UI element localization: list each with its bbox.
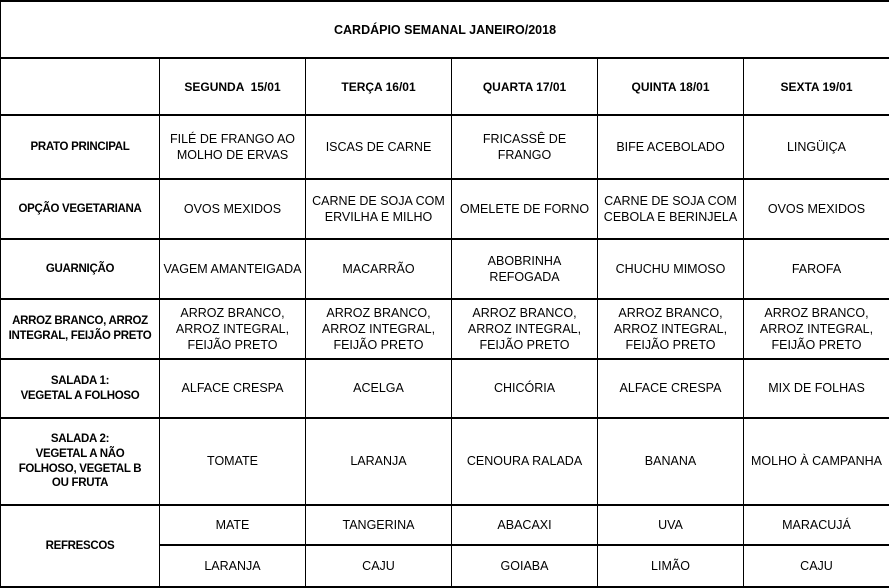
menu-cell: FILÉ DE FRANGO AO MOLHO DE ERVAS (159, 114, 306, 180)
day-header-wednesday: QUARTA 17/01 (451, 57, 598, 116)
day-header-tuesday: TERÇA 16/01 (305, 57, 452, 116)
menu-cell: LINGÜIÇA (742, 114, 889, 180)
menu-cell: ISCAS DE CARNE (305, 114, 452, 180)
menu-cell: MACARRÃO (305, 238, 452, 300)
menu-cell: MARACUJÁ (742, 504, 889, 546)
row-prato-principal: PRATO PRINCIPAL FILÉ DE FRANGO AO MOLHO … (0, 114, 889, 180)
menu-cell: CHICÓRIA (451, 358, 598, 419)
row-refrescos-bottom: LARANJA CAJU GOIABA LIMÃO CAJU (1, 544, 889, 588)
menu-cell: BANANA (597, 417, 744, 506)
row-label: REFRESCOS (0, 504, 160, 588)
menu-cell: ARROZ BRANCO, ARROZ INTEGRAL, FEIJÃO PRE… (305, 298, 452, 360)
menu-cell: ABOBRINHA REFOGADA (451, 238, 598, 300)
menu-cell: ARROZ BRANCO, ARROZ INTEGRAL, FEIJÃO PRE… (451, 298, 598, 360)
menu-cell: OVOS MEXIDOS (742, 178, 889, 240)
menu-cell: CARNE DE SOJA COM CEBOLA E BERINJELA (597, 178, 744, 240)
menu-cell: ARROZ BRANCO, ARROZ INTEGRAL, FEIJÃO PRE… (597, 298, 744, 360)
row-label: GUARNIÇÃO (0, 238, 160, 300)
menu-cell: UVA (597, 504, 744, 546)
row-label: ARROZ BRANCO, ARROZ INTEGRAL, FEIJÃO PRE… (0, 298, 160, 360)
row-arroz-feijao: ARROZ BRANCO, ARROZ INTEGRAL, FEIJÃO PRE… (0, 298, 889, 360)
menu-cell: MIX DE FOLHAS (742, 358, 889, 419)
menu-title: CARDÁPIO SEMANAL JANEIRO/2018 (0, 0, 889, 59)
menu-cell: GOIABA (451, 544, 598, 588)
menu-cell: CHUCHU MIMOSO (597, 238, 744, 300)
row-salada-2: SALADA 2: VEGETAL A NÃO FOLHOSO, VEGETAL… (0, 417, 889, 506)
menu-cell: ALFACE CRESPA (159, 358, 306, 419)
menu-cell: ALFACE CRESPA (597, 358, 744, 419)
day-header-thursday: QUINTA 18/01 (597, 57, 744, 116)
menu-cell: CAJU (305, 544, 452, 588)
menu-cell: CENOURA RALADA (451, 417, 598, 506)
menu-cell: ARROZ BRANCO, ARROZ INTEGRAL, FEIJÃO PRE… (159, 298, 306, 360)
menu-cell: LARANJA (305, 417, 452, 506)
menu-cell: CAJU (742, 544, 889, 588)
menu-cell: FAROFA (742, 238, 889, 300)
row-label: PRATO PRINCIPAL (0, 114, 160, 180)
menu-cell: OVOS MEXIDOS (159, 178, 306, 240)
title-row: CARDÁPIO SEMANAL JANEIRO/2018 (0, 0, 889, 59)
menu-cell: CARNE DE SOJA COM ERVILHA E MILHO (305, 178, 452, 240)
row-label: OPÇÃO VEGETARIANA (0, 178, 160, 240)
menu-cell: TANGERINA (305, 504, 452, 546)
row-refrescos-top: REFRESCOS MATE TANGERINA ABACAXI UVA MAR… (0, 504, 889, 588)
menu-cell: MOLHO À CAMPANHA (742, 417, 889, 506)
menu-cell: ABACAXI (451, 504, 598, 546)
menu-cell: LIMÃO (597, 544, 744, 588)
menu-cell: FRICASSÊ DE FRANGO (451, 114, 598, 180)
menu-cell: LARANJA (159, 544, 306, 588)
row-salada-1: SALADA 1: VEGETAL A FOLHOSO ALFACE CRESP… (0, 358, 889, 419)
menu-cell: BIFE ACEBOLADO (597, 114, 744, 180)
menu-cell: OMELETE DE FORNO (451, 178, 598, 240)
menu-cell: VAGEM AMANTEIGADA (159, 238, 306, 300)
row-label: SALADA 1: VEGETAL A FOLHOSO (0, 358, 160, 419)
menu-cell: ARROZ BRANCO, ARROZ INTEGRAL, FEIJÃO PRE… (742, 298, 889, 360)
row-opcao-vegetariana: OPÇÃO VEGETARIANA OVOS MEXIDOS CARNE DE … (0, 178, 889, 240)
row-label: SALADA 2: VEGETAL A NÃO FOLHOSO, VEGETAL… (0, 417, 160, 506)
menu-cell: MATE (159, 504, 306, 546)
row-guarnicao: GUARNIÇÃO VAGEM AMANTEIGADA MACARRÃO ABO… (0, 238, 889, 300)
corner-cell (0, 57, 160, 116)
day-header-row: SEGUNDA 15/01 TERÇA 16/01 QUARTA 17/01 Q… (0, 57, 889, 116)
day-header-friday: SEXTA 19/01 (742, 57, 889, 116)
menu-cell: TOMATE (159, 417, 306, 506)
menu-cell: ACELGA (305, 358, 452, 419)
day-header-monday: SEGUNDA 15/01 (159, 57, 306, 116)
